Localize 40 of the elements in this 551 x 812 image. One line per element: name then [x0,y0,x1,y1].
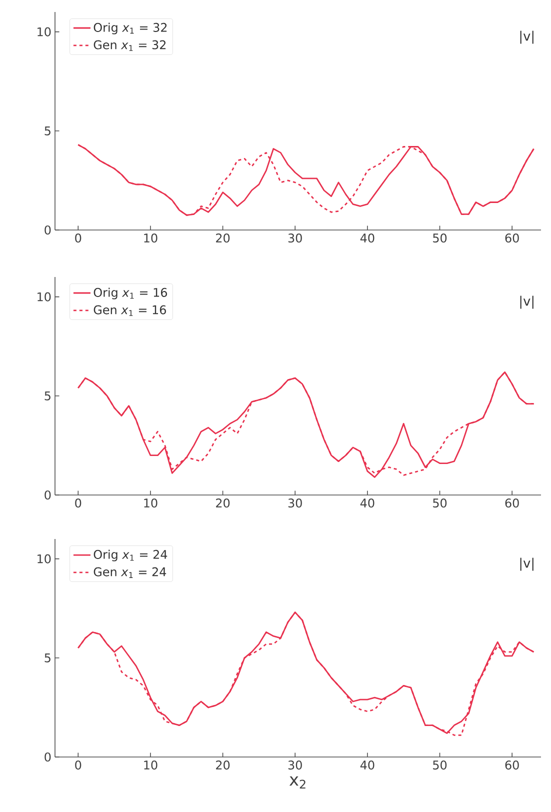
y-tick-label: 5 [44,126,50,136]
x-tick-label: 0 [75,760,82,770]
x-tick-label: 30 [288,498,302,508]
x-tick-label: 0 [75,498,82,508]
x-tick-label: 30 [288,760,302,770]
x-tick-label: 60 [505,234,519,243]
legend-label: Gen x$_{1}$ = 16 [94,305,166,316]
y-tick-label: 0 [44,752,51,762]
x-tick-label: 10 [144,760,158,770]
x-tick-label: 20 [216,760,230,770]
y-tick-label: 5 [44,653,50,662]
legend-label: Orig x$_{1}$ = 32 [94,22,167,34]
x-tick-label: 10 [144,234,158,243]
x-tick-label: 20 [216,234,230,243]
x-tick-label: 60 [505,498,519,508]
x-tick-label: 40 [360,234,374,243]
x-tick-label: 60 [505,760,519,770]
y-tick-label: 10 [38,27,51,36]
x-tick-label: 50 [433,234,447,243]
x-tick-label: 40 [360,760,374,770]
y-tick-label: 5 [44,391,50,400]
y-tick-label: 10 [38,554,51,564]
legend-label: Orig x$_{1}$ = 16 [94,288,168,300]
x-tick-label: 50 [433,498,447,508]
legend-label: Gen x$_{1}$ = 24 [94,567,166,578]
annotation: |v| [520,558,534,571]
x-axis-title: x$_{2}$ [289,776,306,789]
x-tick-label: 30 [288,234,302,243]
x-tick-label: 50 [433,760,447,770]
annotation: |v| [520,30,534,44]
legend-label: Orig x$_{1}$ = 24 [94,550,168,562]
y-tick-label: 0 [44,490,51,500]
x-tick-label: 20 [216,498,230,508]
x-tick-label: 0 [75,234,82,243]
legend-label: Gen x$_{1}$ = 32 [94,40,166,51]
x-tick-label: 40 [360,498,374,508]
y-tick-label: 0 [44,225,51,235]
annotation: |v| [520,296,534,309]
y-tick-label: 10 [38,292,51,302]
x-tick-label: 10 [144,498,158,508]
